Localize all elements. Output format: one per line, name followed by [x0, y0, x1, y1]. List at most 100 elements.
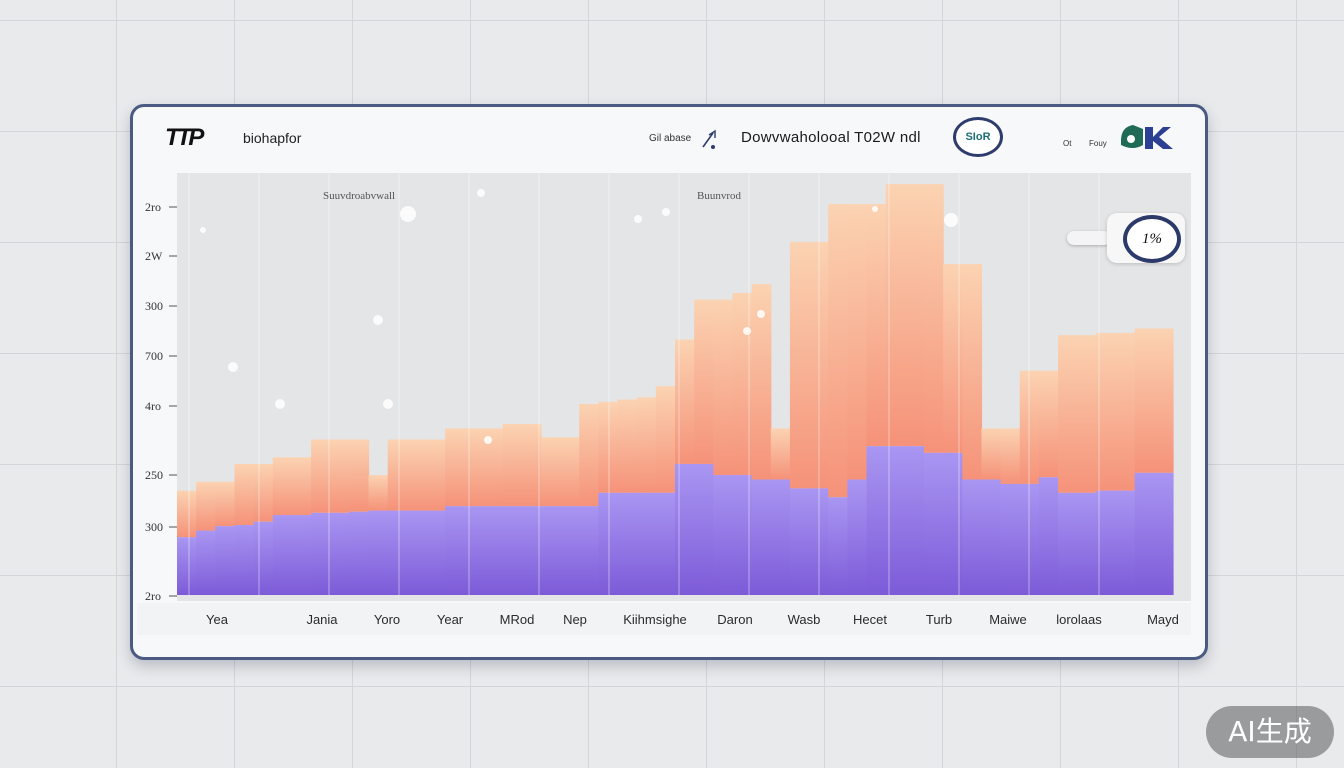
header-tiny-label: Ot: [1063, 139, 1072, 148]
bar-upper-segment: [866, 204, 887, 447]
bar-upper-segment: [579, 403, 599, 507]
bar-upper-segment: [675, 339, 695, 464]
bar-upper-segment: [426, 439, 446, 511]
bar-lower-segment: [502, 506, 523, 595]
bar-lower-segment: [1058, 492, 1078, 595]
bar-lower-segment: [981, 479, 1002, 595]
bar-lower-segment: [866, 446, 887, 595]
bar-upper-segment: [1000, 428, 1021, 484]
x-tick-label: Maiwe: [989, 612, 1027, 627]
bar-upper-segment: [349, 439, 370, 512]
x-tick-label: MRod: [500, 612, 535, 627]
bar-lower-segment: [675, 463, 695, 595]
bar-lower-segment: [962, 479, 983, 595]
decorative-dots: [200, 189, 958, 444]
header-tiny-label-2: Fouy: [1089, 139, 1107, 148]
y-tick-label: 2W: [145, 249, 163, 263]
percent-toggle[interactable]: 1%: [1067, 211, 1189, 263]
bar-upper-segment: [406, 439, 427, 511]
bar-lower-segment: [617, 492, 638, 595]
chart-card: TTP biohapfor Gil abase Dowvwaholooal T0…: [130, 104, 1208, 660]
bar-upper-segment: [387, 439, 408, 511]
bar-lower-segment: [579, 506, 599, 595]
bar-upper-segment: [540, 437, 561, 507]
bar-lower-segment: [464, 506, 485, 595]
bar-upper-segment: [560, 437, 580, 507]
series-label-2: Buunvrod: [697, 190, 742, 202]
page-title: Dowvwaholooal T02W ndl: [741, 129, 921, 146]
bar-upper-segment: [770, 428, 791, 480]
brand-shield-icon[interactable]: [1115, 119, 1179, 160]
bar-upper-segment: [445, 428, 465, 507]
x-tick-label: lorolaas: [1056, 612, 1102, 627]
bar-upper-segment: [981, 428, 1002, 480]
status-badge[interactable]: SIoR: [953, 117, 1003, 157]
bar-upper-segment: [464, 428, 485, 507]
bar-lower-segment: [196, 530, 216, 595]
x-tick-label: Turb: [926, 612, 952, 627]
bar-lower-segment: [847, 479, 868, 595]
bar-upper-segment: [215, 481, 236, 527]
bar-upper-segment: [368, 475, 389, 511]
bar-lower-segment: [1153, 472, 1174, 595]
bar-upper-segment: [617, 399, 638, 493]
bar-upper-segment: [483, 428, 504, 507]
bar-upper-segment: [1096, 332, 1117, 491]
download-icon[interactable]: [699, 129, 723, 156]
y-tick-label: 4ro: [145, 399, 161, 413]
bar-lower-segment: [636, 492, 657, 595]
toggle-track: [1067, 231, 1111, 245]
bar-lower-segment: [694, 463, 714, 595]
y-tick-label: 2ro: [145, 200, 161, 214]
x-tick-label: Yoro: [374, 612, 400, 627]
bar-lower-segment: [1000, 483, 1021, 595]
app-name: biohapfor: [243, 130, 302, 146]
header-small-label: Gil abase: [649, 133, 692, 144]
bar-lower-segment: [751, 479, 772, 595]
bar-upper-segment: [943, 264, 963, 453]
bar-lower-segment: [349, 511, 370, 595]
bar-lower-segment: [560, 506, 580, 595]
x-tick-label: Mayd: [1147, 612, 1179, 627]
bar-lower-segment: [177, 537, 197, 595]
x-axis-strip: [137, 603, 1191, 635]
bar-lower-segment: [311, 512, 331, 595]
bar-upper-segment: [904, 184, 925, 447]
bar-upper-segment: [521, 423, 542, 507]
bar-lower-segment: [655, 492, 676, 595]
bar-lower-segment: [904, 446, 925, 595]
bar-lower-segment: [521, 506, 542, 595]
bar-lower-segment: [483, 506, 504, 595]
bar-upper-segment: [828, 204, 848, 498]
ai-watermark: AI生成: [1206, 706, 1334, 758]
toggle-knob[interactable]: 1%: [1123, 215, 1181, 263]
bar-lower-segment: [215, 526, 236, 595]
bar-lower-segment: [272, 515, 293, 595]
bar-upper-segment: [330, 439, 350, 513]
bar-upper-segment: [1134, 328, 1155, 473]
bar-upper-segment: [311, 439, 331, 513]
bar-upper-segment: [636, 397, 657, 493]
bar-lower-segment: [828, 497, 848, 595]
x-tick-label: Year: [437, 612, 464, 627]
bar-lower-segment: [1134, 472, 1155, 595]
bar-lower-segment: [291, 515, 312, 595]
bar-upper-segment: [924, 184, 944, 453]
x-tick-label: Wasb: [788, 612, 821, 627]
x-tick-label: Jania: [306, 612, 338, 627]
bar-lower-segment: [330, 512, 350, 595]
bar-upper-segment: [713, 299, 734, 476]
x-tick-label: Kiihmsighe: [623, 612, 687, 627]
bar-upper-segment: [655, 386, 676, 493]
card-header: TTP biohapfor Gil abase Dowvwaholooal T0…: [133, 107, 1205, 169]
bar-lower-segment: [943, 452, 963, 595]
bar-upper-segment: [291, 457, 312, 516]
bar-upper-segment: [1077, 335, 1097, 493]
bar-lower-segment: [368, 510, 389, 595]
bar-upper-segment: [694, 299, 714, 464]
bar-lower-segment: [234, 525, 255, 595]
bar-upper-segment: [732, 292, 753, 476]
bar-lower-segment: [885, 446, 906, 595]
brand-logo: TTP: [165, 124, 204, 151]
bar-lower-segment: [1038, 477, 1059, 595]
